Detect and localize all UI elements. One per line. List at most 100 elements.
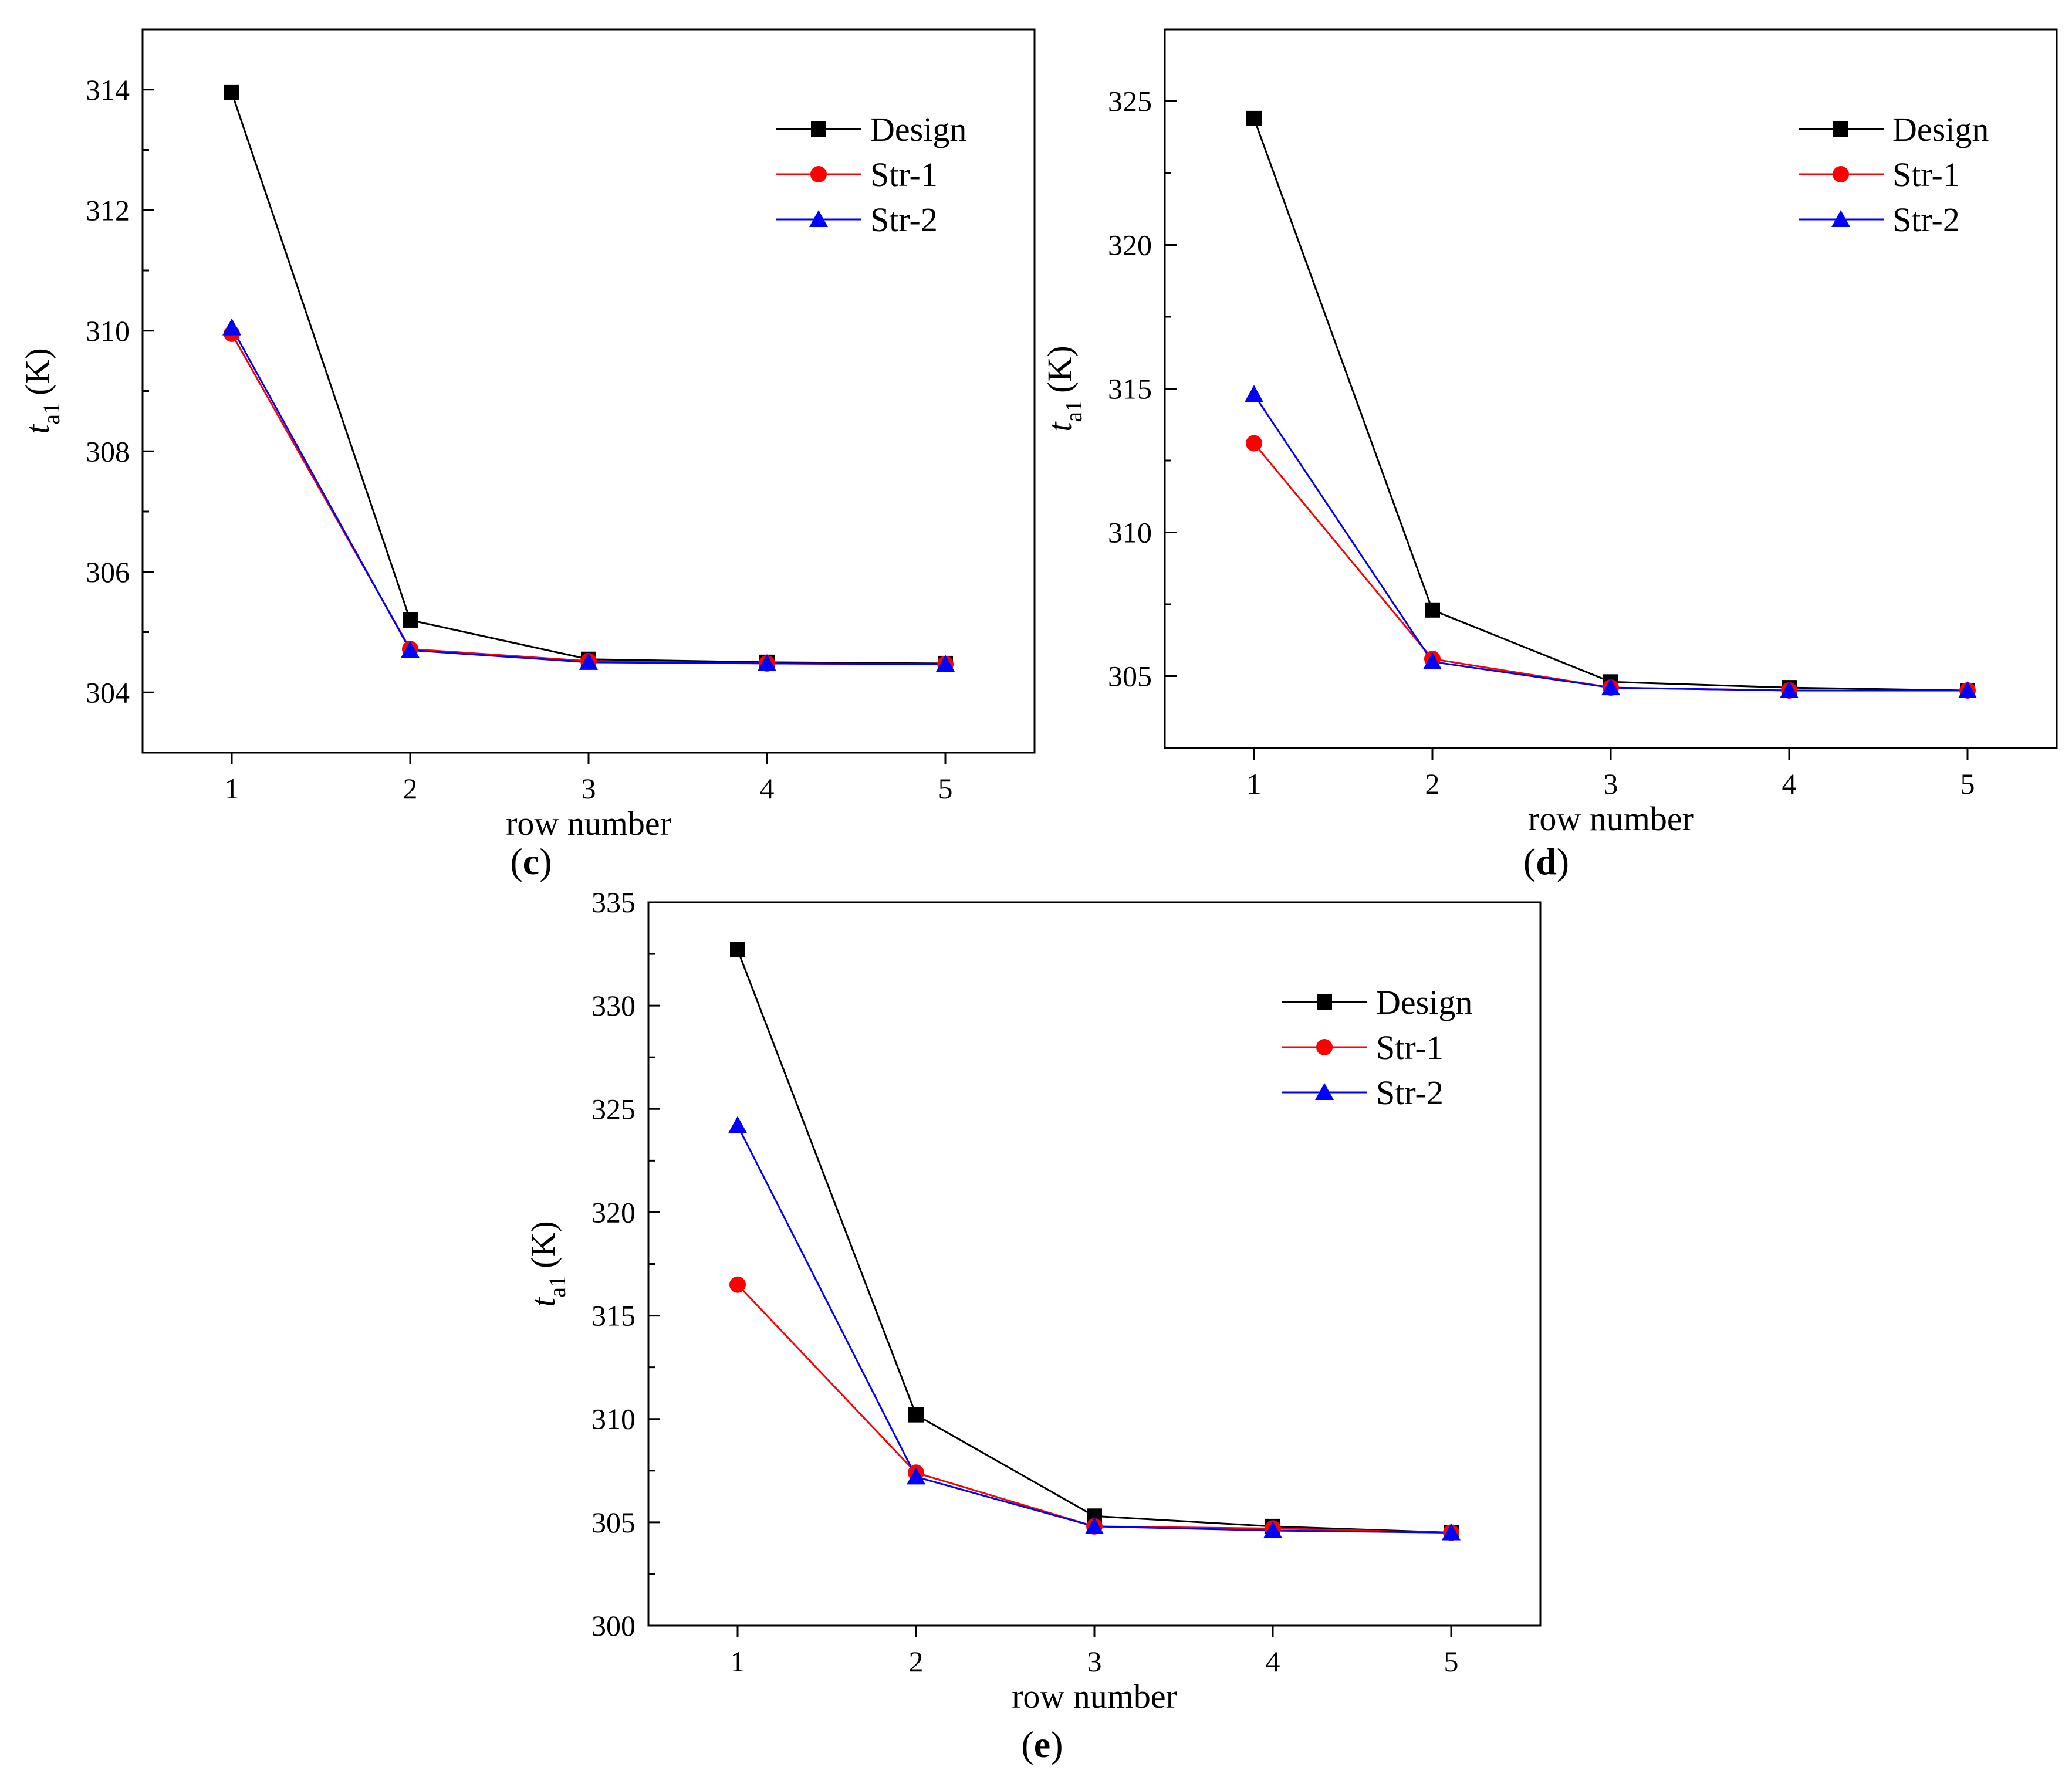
legend-marker [809,210,828,227]
data-point-str-2 [1263,1521,1282,1538]
series-line-str-1 [736,1284,1452,1534]
y-tick-label: 325 [591,1092,636,1125]
series-line-str-2 [736,1125,1452,1534]
legend-item: Str-1 [1282,1028,1444,1067]
y-axis-title: ta1 (K) [524,1221,570,1306]
legend-marker [1833,121,1848,137]
y-tick-label: 308 [86,435,130,468]
x-tick-label: 4 [760,772,775,805]
data-point-str-2 [1442,1523,1461,1541]
data-point-design [1425,602,1440,618]
data-point-design [730,942,745,958]
x-tick-label: 2 [403,772,418,805]
x-axis-title: row number [506,804,671,842]
y-axis-title-sub: a1 [544,1275,570,1298]
data-point-design [908,1407,924,1423]
panel-label-open: ( [1021,1724,1033,1765]
data-point-design [1246,110,1262,126]
data-point-str-2 [1423,652,1442,669]
legend-label: Str-2 [1376,1074,1444,1112]
y-tick-label: 305 [1108,660,1152,693]
y-tick-label: 304 [86,676,130,709]
y-tick-label: 315 [591,1299,636,1332]
x-tick-label: 2 [909,1645,924,1678]
y-tick-label: 305 [591,1506,636,1539]
y-tick-label: 310 [86,314,130,347]
panel-label-letter: d [1536,841,1557,882]
legend-marker [1831,210,1850,227]
chart-panel-e: 300 305 310 315 320 325 330 335 1 2 3 4 5 row number t… [524,886,1542,1765]
legend-label: Str-2 [1892,201,1960,239]
y-axis-title: ta1 (K) [1040,346,1087,431]
chart-panel-d: 305 310 315 320 325 1 2 3 4 5 row number ta1 (K) Desi… [1040,28,2058,882]
legend-marker [810,166,827,182]
y-axis-title-unit: (K) [524,1221,562,1268]
data-point-str-2 [936,654,955,672]
legend-marker [1315,1083,1334,1100]
series-line-design [1253,118,1968,692]
x-tick-label: 4 [1266,1645,1280,1678]
x-tick-label: 5 [1444,1645,1459,1678]
chart-panel-c: 304 306 308 310 312 314 1 2 3 4 5 row number ta1 (K) D… [18,28,1036,882]
x-tick-label: 1 [225,772,239,805]
legend-item: Str-2 [776,201,938,239]
y-axis-title-var: t [1040,421,1079,432]
panel-label-open: ( [510,841,522,882]
y-tick-label: 300 [591,1609,636,1642]
data-point-design [224,84,239,100]
series-line-str-2 [231,327,946,665]
y-tick-label: 312 [86,194,130,226]
y-tick-label: 325 [1108,85,1152,118]
panel-label-close: ) [1557,841,1569,882]
x-tick-label: 5 [938,772,953,805]
y-tick-label: 306 [86,556,130,588]
x-tick-label: 3 [1604,767,1618,800]
y-tick-label: 320 [591,1196,636,1228]
legend-label: Design [1376,983,1472,1021]
panel-label: (d) [1523,841,1569,882]
panel-label: (c) [510,841,552,882]
y-tick-label: 335 [591,886,636,919]
series-line-str-1 [1253,442,1968,692]
y-tick-label: 310 [1108,516,1152,549]
series-line-design [231,92,946,665]
legend-marker [1316,1039,1333,1055]
y-tick-label: 310 [591,1403,636,1436]
legend-item: Str-2 [1282,1074,1444,1112]
legend-item: Str-1 [1799,155,1960,194]
series-line-str-1 [231,333,946,665]
legend-marker [1833,166,1849,182]
legend-label: Design [870,110,966,148]
y-axis-title-sub: a1 [38,402,65,425]
series-line-str-2 [1253,394,1968,692]
x-tick-label: 1 [731,1645,745,1678]
panel-label: (e) [1021,1724,1063,1765]
data-point-str-2 [579,652,598,670]
data-point-str-2 [1958,681,1977,698]
x-tick-label: 3 [1087,1645,1102,1678]
y-tick-label: 320 [1108,229,1152,262]
legend-label: Str-1 [870,155,938,194]
y-tick-label: 314 [86,73,130,106]
y-tick-label: 315 [1108,373,1152,405]
data-point-str-2 [401,641,420,658]
data-point-str-2 [1601,678,1620,696]
legend-item: Design [1282,983,1472,1021]
legend-item: Str-1 [776,155,938,194]
data-point-str-2 [758,654,776,671]
legend-marker [1317,994,1332,1010]
legend-marker [811,121,826,137]
series-line-design [736,949,1452,1534]
x-tick-label: 2 [1425,767,1440,800]
y-axis-title: ta1 (K) [18,348,65,434]
panel-label-close: ) [539,841,552,882]
legend-label: Str-1 [1892,155,1960,194]
data-point-str-2 [222,318,241,336]
data-point-str-1 [729,1276,746,1293]
panel-label-letter: e [1034,1724,1050,1765]
x-axis-title: row number [1012,1677,1177,1715]
legend-label: Str-2 [870,201,938,239]
panel-label-close: ) [1050,1724,1063,1765]
legend-item: Design [1799,110,1989,148]
